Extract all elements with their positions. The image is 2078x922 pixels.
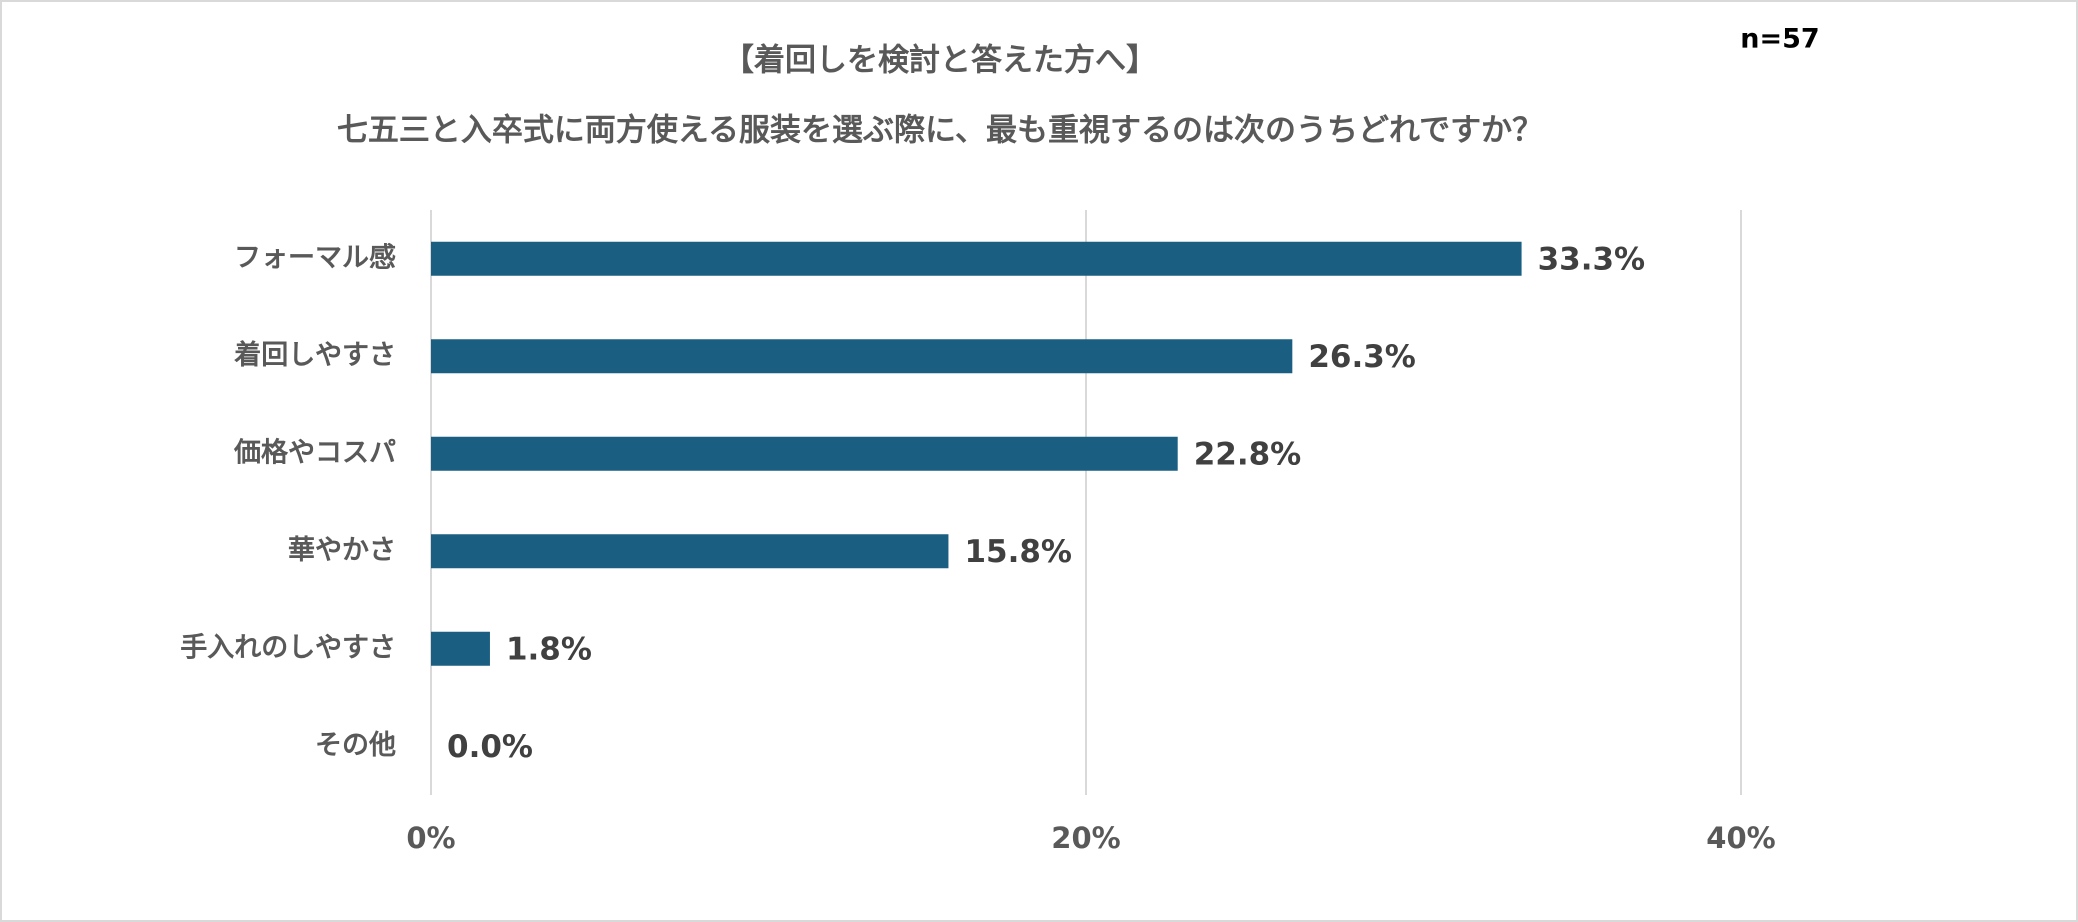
data-label: 15.8% <box>964 534 1072 570</box>
y-tick-label: フォーマル感 <box>234 241 396 273</box>
x-tick-label: 20% <box>1051 821 1120 855</box>
x-tick-label: 0% <box>406 821 455 855</box>
y-tick-label: 華やかさ <box>288 535 396 566</box>
y-tick-label: その他 <box>315 730 396 761</box>
bar <box>431 436 1178 471</box>
x-tick-label: 40% <box>1706 821 1775 855</box>
data-label: 0.0% <box>447 729 533 765</box>
sample-size: n=57 <box>1740 24 1819 55</box>
chart-subtitle: 七五三と入卒式に両方使える服装を選ぶ際に、最も重視するのは次のうちどれですか？ <box>337 113 1543 149</box>
y-tick-label: 着回しやすさ <box>233 339 396 371</box>
data-label: 22.8% <box>1194 436 1302 472</box>
bar <box>431 339 1293 374</box>
y-tick-label: 手入れのしやすさ <box>180 632 396 663</box>
bar <box>431 631 490 666</box>
y-tick-label: 価格やコスパ <box>233 437 396 468</box>
bar <box>431 241 1522 276</box>
data-label: 33.3% <box>1538 241 1646 277</box>
chart-title: 【着回しを検討と答えた方へ】 <box>723 43 1157 79</box>
data-label: 26.3% <box>1308 339 1416 375</box>
data-label: 1.8% <box>506 631 592 667</box>
bar <box>431 534 949 569</box>
